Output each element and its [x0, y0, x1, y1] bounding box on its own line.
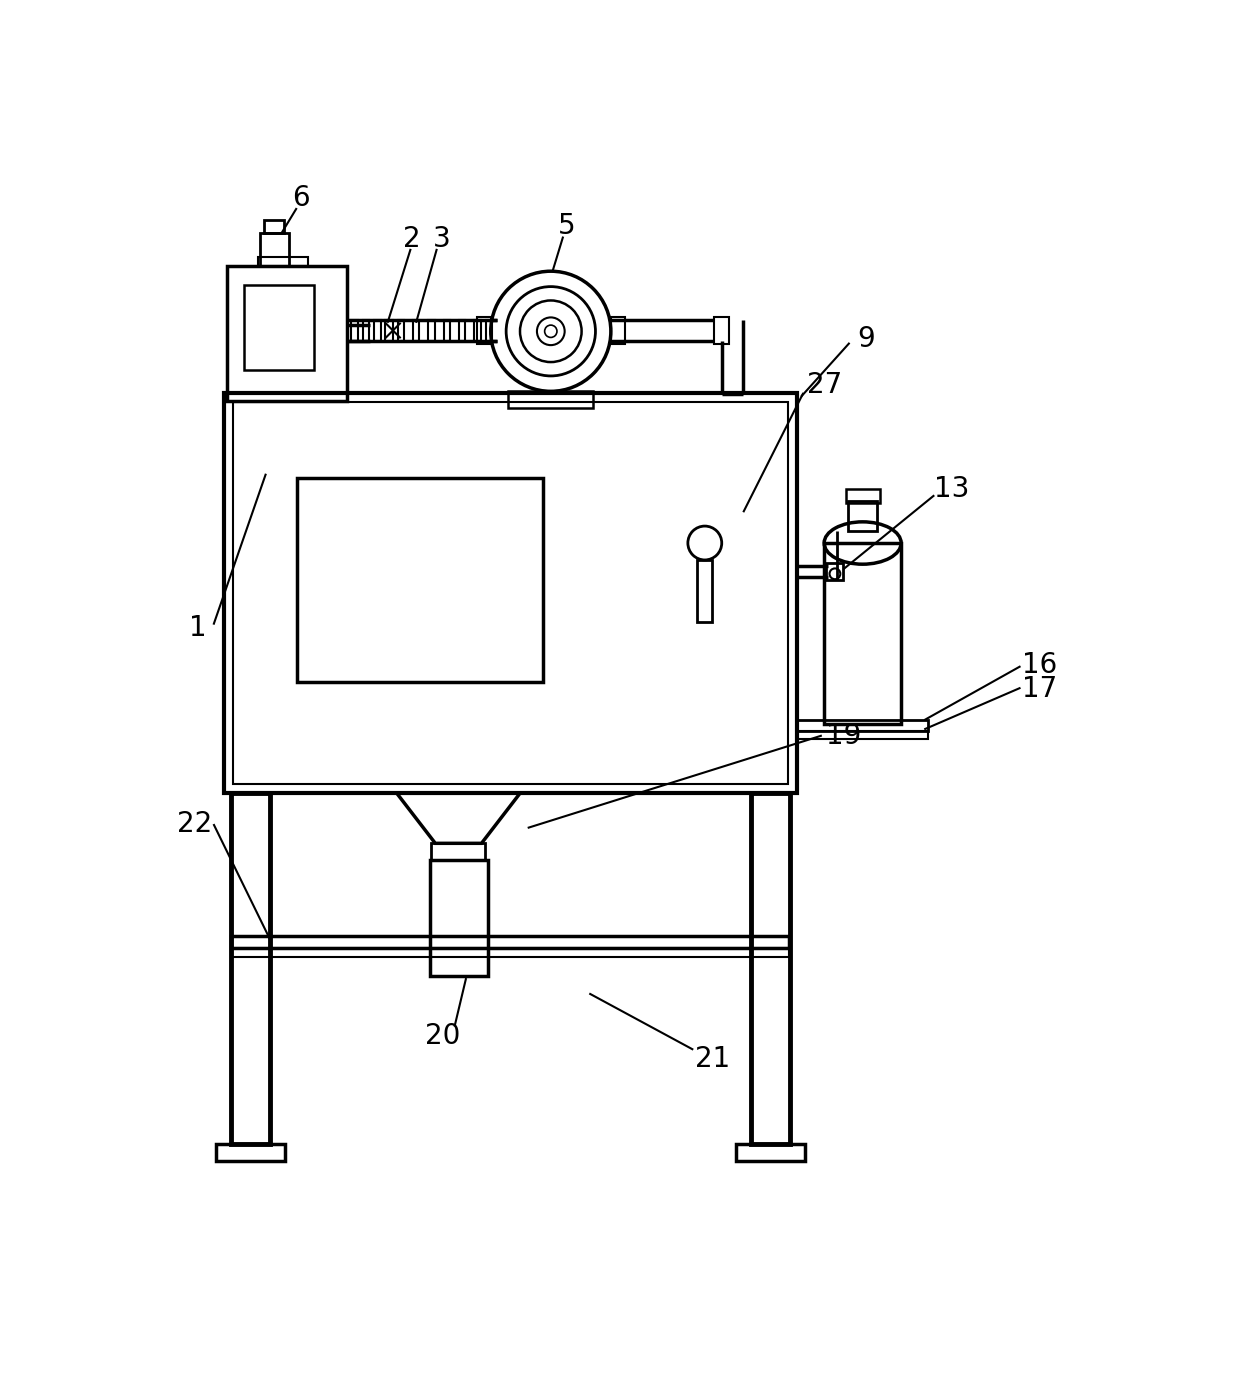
Bar — [258, 257, 309, 265]
Text: 16: 16 — [1022, 650, 1058, 678]
Text: 13: 13 — [934, 475, 968, 503]
Text: 6: 6 — [291, 184, 309, 213]
Bar — [797, 720, 928, 731]
Bar — [444, 320, 450, 341]
Bar — [751, 793, 790, 1143]
Bar — [459, 320, 465, 341]
Text: 17: 17 — [1022, 675, 1058, 703]
Text: 27: 27 — [806, 371, 842, 399]
Bar — [486, 320, 492, 341]
Text: 2: 2 — [403, 225, 422, 253]
Bar — [797, 731, 928, 739]
Bar — [374, 320, 381, 341]
Bar — [508, 391, 593, 409]
Bar — [264, 220, 284, 233]
Bar — [363, 320, 370, 341]
Bar — [216, 1143, 285, 1160]
Bar — [223, 392, 797, 793]
Text: 3: 3 — [433, 225, 450, 253]
Bar — [826, 563, 843, 580]
Text: 20: 20 — [425, 1022, 461, 1050]
Bar — [296, 478, 543, 682]
Text: 9: 9 — [858, 325, 875, 354]
Bar — [351, 320, 358, 341]
Bar — [227, 265, 347, 400]
Bar — [611, 316, 625, 344]
Text: 1: 1 — [190, 613, 207, 642]
Bar — [735, 1143, 805, 1160]
Bar — [428, 320, 435, 341]
Text: 5: 5 — [558, 211, 575, 240]
Bar — [259, 233, 289, 265]
Bar — [474, 320, 481, 341]
Bar — [386, 320, 393, 341]
Bar — [825, 543, 901, 724]
Bar — [714, 316, 729, 344]
Bar — [430, 860, 487, 976]
Text: 19: 19 — [826, 721, 861, 750]
Bar — [846, 489, 879, 503]
Bar — [697, 559, 713, 621]
Bar — [848, 501, 877, 532]
Bar — [477, 316, 491, 344]
Bar — [231, 793, 270, 1143]
Text: 21: 21 — [694, 1045, 730, 1073]
Bar — [233, 402, 787, 784]
Bar — [231, 936, 790, 947]
Bar — [413, 320, 419, 341]
Bar — [244, 284, 314, 370]
Text: 22: 22 — [177, 811, 213, 838]
Bar — [231, 947, 790, 957]
Bar — [432, 844, 485, 860]
Bar — [398, 320, 404, 341]
